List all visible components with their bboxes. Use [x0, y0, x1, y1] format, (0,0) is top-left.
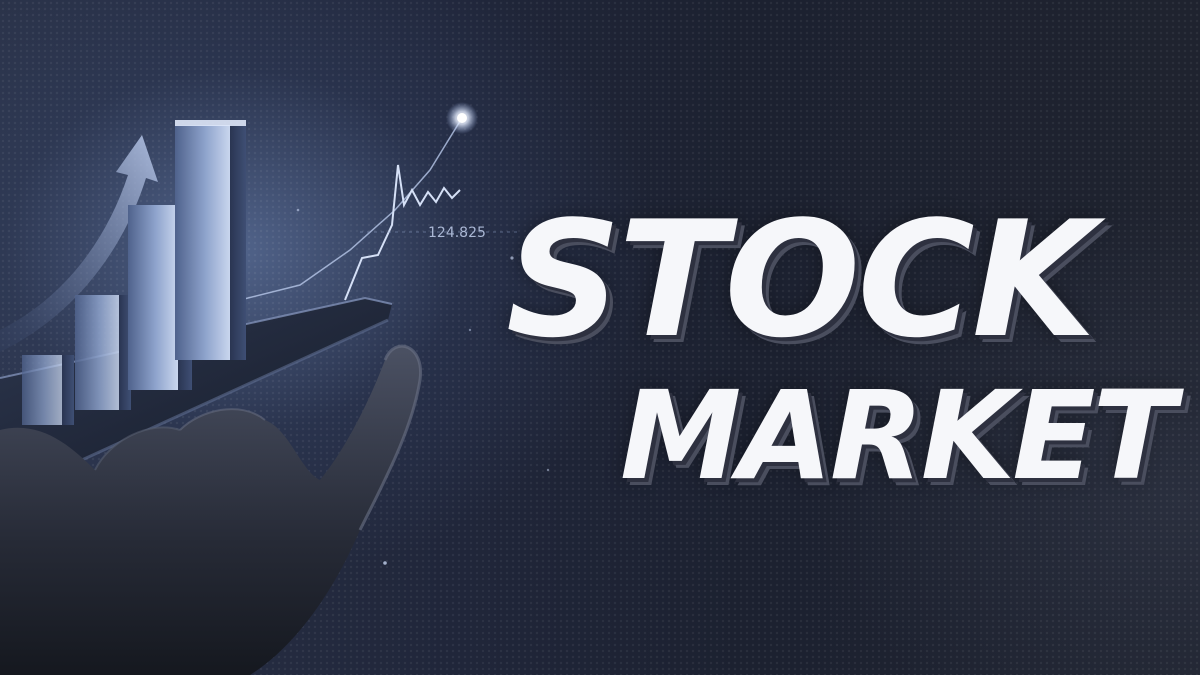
- stock-illustration: 124.825: [0, 102, 550, 675]
- bar-4: [175, 120, 246, 360]
- line-chart-icon: 124.825: [239, 102, 520, 301]
- price-readout: 124.825: [428, 225, 486, 241]
- headline-stock: STOCK: [506, 186, 1096, 373]
- bar-chart-icon: [22, 120, 246, 425]
- headline-market: MARKET: [620, 365, 1176, 507]
- headline: STOCK MARKET: [500, 200, 1190, 540]
- bar-1: [22, 355, 74, 425]
- sparkle-dots: [296, 208, 550, 565]
- hand-icon: [0, 344, 423, 675]
- bar-2: [75, 295, 131, 410]
- trend-arrow-icon: [0, 135, 158, 352]
